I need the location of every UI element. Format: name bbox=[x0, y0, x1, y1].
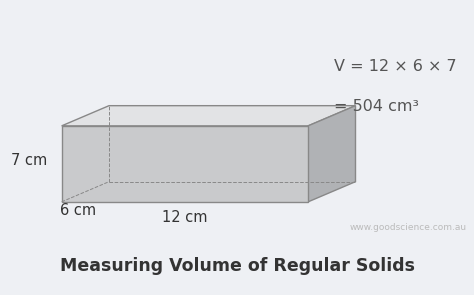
Text: = 504 cm³: = 504 cm³ bbox=[334, 99, 419, 114]
Text: 12 cm: 12 cm bbox=[162, 210, 208, 225]
Polygon shape bbox=[308, 106, 356, 202]
Text: www.goodscience.com.au: www.goodscience.com.au bbox=[350, 222, 467, 232]
Text: V = 12 × 6 × 7: V = 12 × 6 × 7 bbox=[334, 59, 457, 74]
Text: 7 cm: 7 cm bbox=[11, 153, 47, 168]
Text: Measuring Volume of Regular Solids: Measuring Volume of Regular Solids bbox=[60, 257, 414, 275]
Text: 6 cm: 6 cm bbox=[60, 204, 96, 219]
Polygon shape bbox=[62, 126, 308, 202]
Polygon shape bbox=[62, 106, 356, 126]
